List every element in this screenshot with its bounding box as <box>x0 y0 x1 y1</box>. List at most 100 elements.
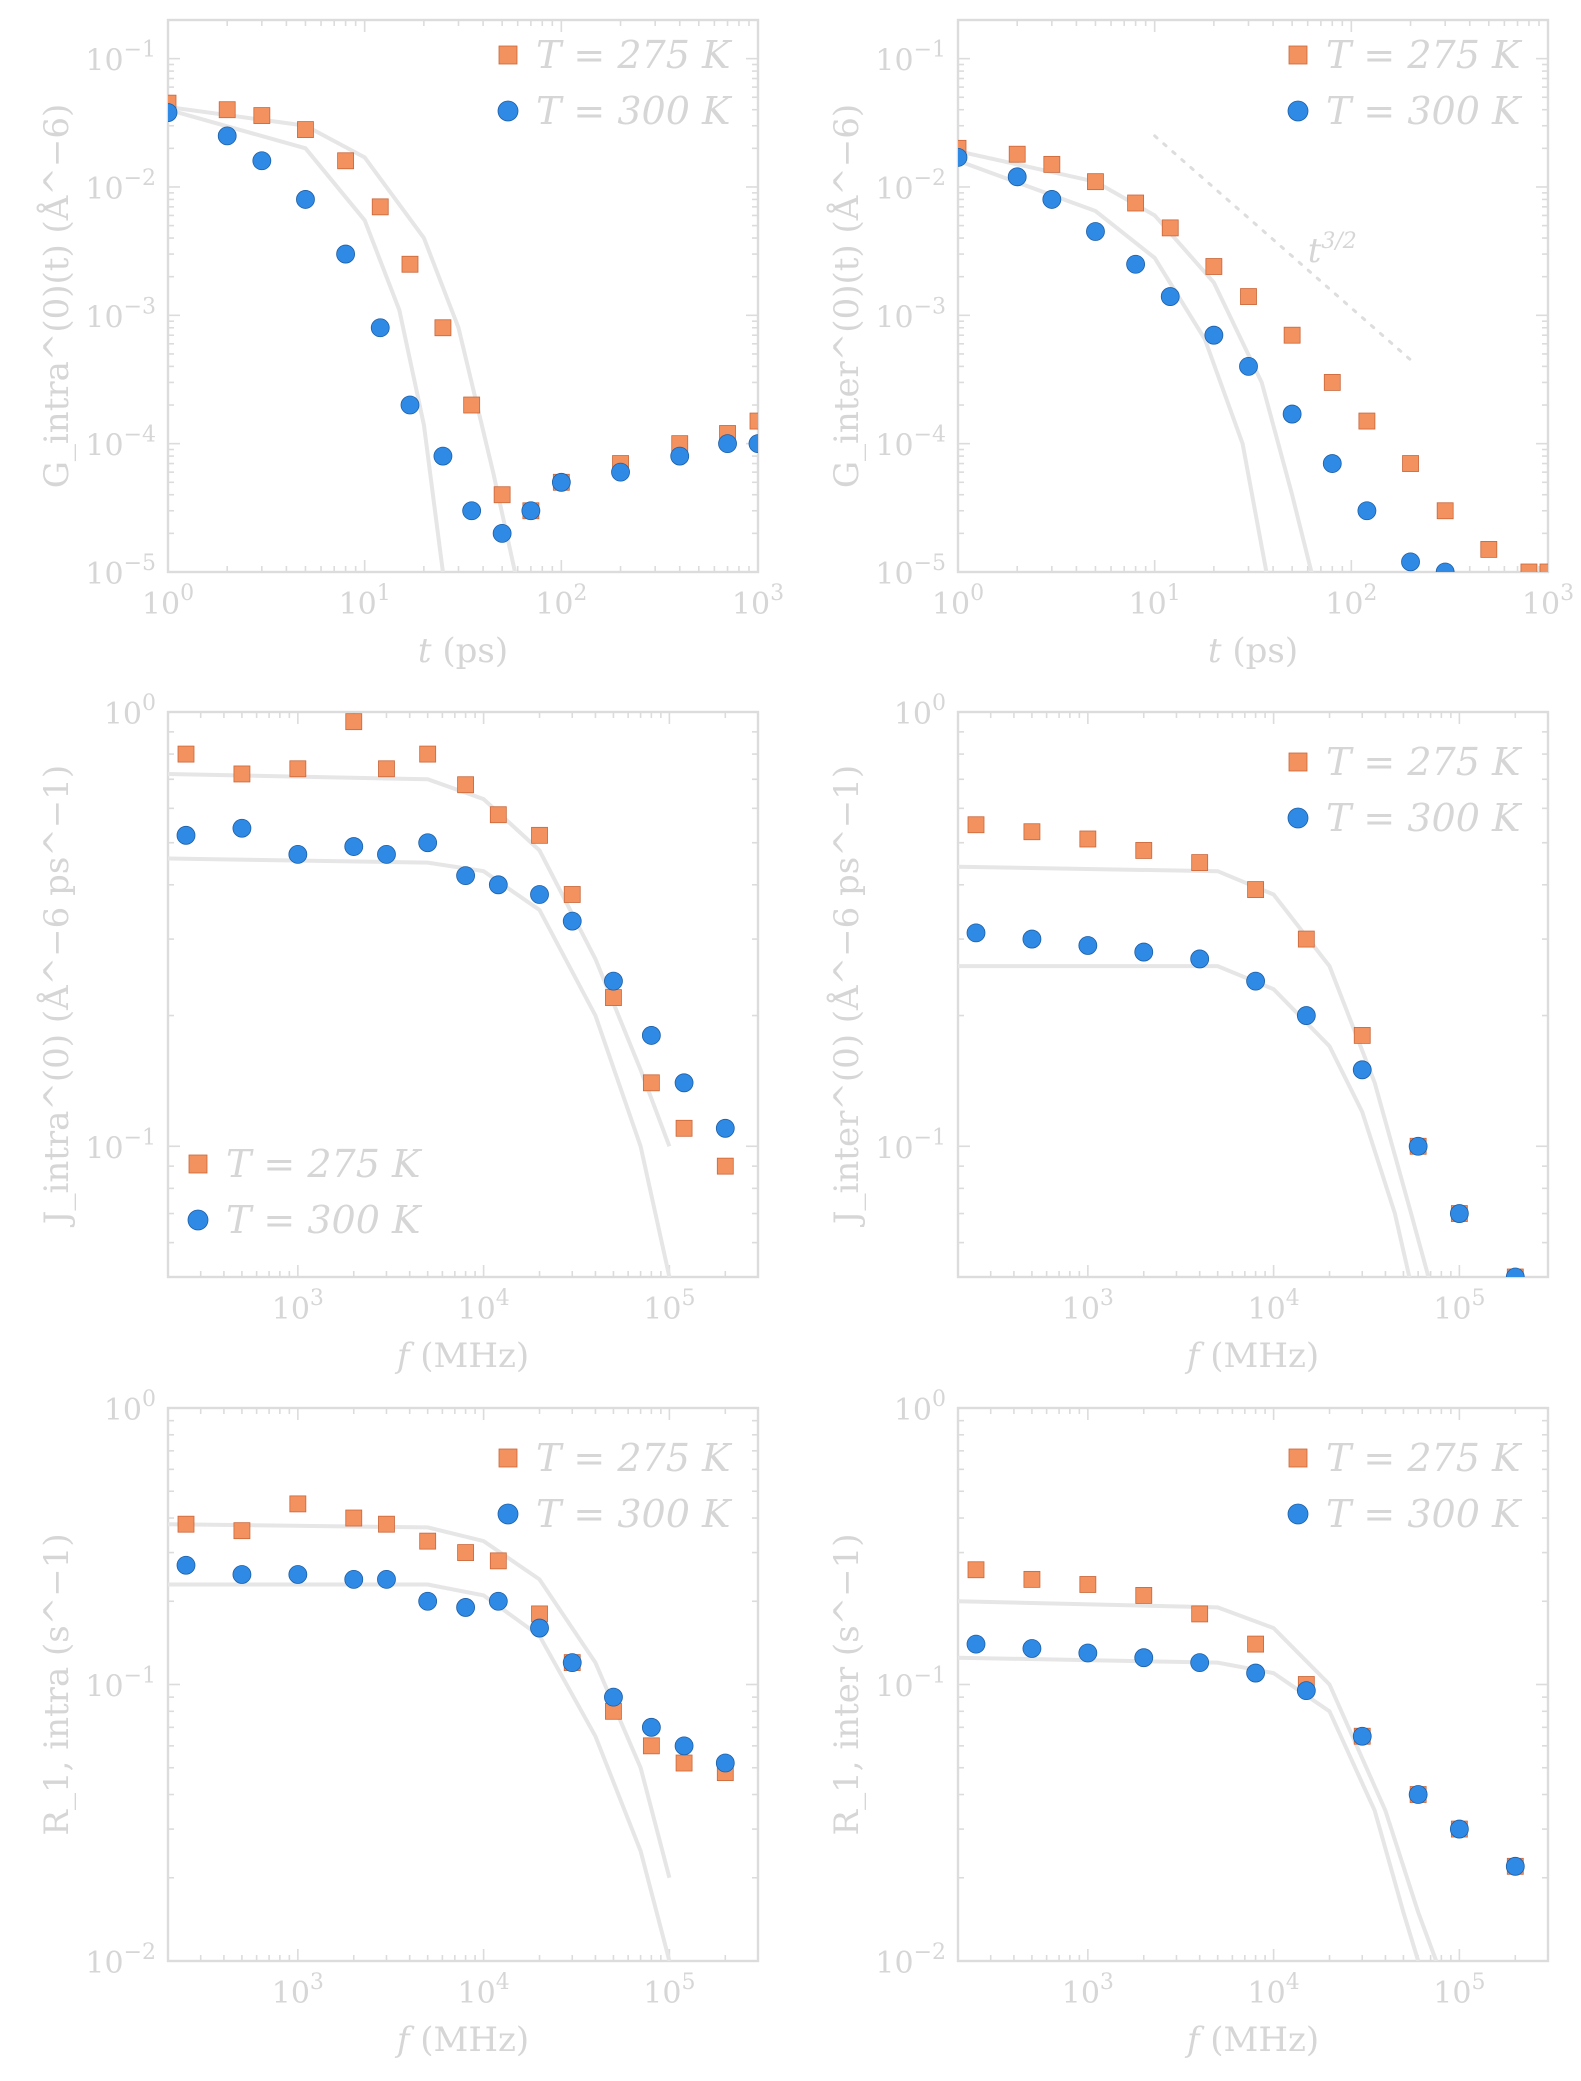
plot-area <box>168 713 735 1277</box>
data-point <box>344 837 364 856</box>
data-point <box>563 886 581 903</box>
data-point <box>1190 949 1210 969</box>
plot-frame <box>956 1406 1550 1963</box>
y-tick-label: 10−1 <box>85 1664 156 1705</box>
data-point <box>604 971 623 991</box>
y-tick-label: 10−2 <box>85 1940 156 1981</box>
data-point <box>456 1598 476 1617</box>
data-point <box>967 816 985 834</box>
plot-frame <box>166 18 760 574</box>
data-point <box>1283 326 1301 344</box>
y-tick-label: 10−4 <box>85 423 156 464</box>
legend-label: T = 300 K <box>1326 1492 1523 1536</box>
x-tick-label: 103 <box>272 1970 324 2011</box>
chart-panel-5: 103 104 105 10−2 10−1 100 f (MHz) R_1, intra (s… <box>37 1387 760 2060</box>
y-tick-label: 10−5 <box>875 551 946 592</box>
x-tick-label: 101 <box>339 581 391 622</box>
legend: T = 275 K T = 300 K <box>187 1142 423 1242</box>
annotation-label: t3/2 <box>1308 229 1357 271</box>
data-point <box>1126 254 1146 274</box>
legend-marker-circle <box>1287 100 1309 122</box>
data-point <box>1297 930 1315 948</box>
plot-area <box>958 1561 1525 1961</box>
y-tick-label: 100 <box>104 1387 156 1428</box>
data-point <box>1043 155 1061 173</box>
data-point <box>562 911 582 931</box>
reference-line <box>1153 134 1412 362</box>
legend-label: T = 275 K <box>226 1142 423 1186</box>
y-axis-label: R_1, inter (s^−1) <box>827 1533 867 1835</box>
data-point <box>966 1634 986 1654</box>
y-tick-label: 10−2 <box>85 166 156 207</box>
data-point <box>1352 1726 1372 1746</box>
data-point <box>530 885 549 904</box>
x-axis-label: f (MHz) <box>1184 1336 1319 1376</box>
data-point <box>1353 1027 1371 1044</box>
data-point <box>288 1565 308 1584</box>
chart-panel-6: 103 104 105 10−2 10−1 100 f (MHz) R_1, inter (s… <box>827 1387 1550 2060</box>
legend-label: T = 275 K <box>1326 740 1523 784</box>
data-point <box>377 1569 396 1589</box>
data-point <box>611 462 630 482</box>
legend: T = 275 K T = 300 K <box>1287 33 1523 133</box>
data-point <box>378 760 395 778</box>
legend-label: T = 275 K <box>1326 1436 1523 1480</box>
x-tick-label: 105 <box>1433 1970 1485 2011</box>
series-275K <box>958 139 1548 572</box>
series-275K <box>967 816 1524 1277</box>
data-point <box>1134 942 1154 962</box>
data-point <box>1007 167 1027 187</box>
chart-panel-2: 100 101 102 103 10−5 10−4 10−3 10−2 10−1 t (ps) G_… <box>826 18 1574 671</box>
y-tick-label: 10−1 <box>875 38 946 79</box>
series-275K <box>967 1561 1524 1875</box>
data-point <box>433 446 453 466</box>
data-point <box>488 1591 508 1611</box>
data-point <box>1539 563 1548 572</box>
data-point <box>716 1157 734 1175</box>
x-tick-label: 103 <box>1062 1286 1114 1327</box>
data-point <box>1408 1785 1428 1804</box>
data-point <box>378 1515 395 1533</box>
data-point <box>1204 325 1224 345</box>
x-tick-label: 102 <box>535 581 587 622</box>
data-point <box>463 396 481 414</box>
x-axis-label: f (MHz) <box>394 1336 529 1376</box>
data-point <box>958 139 967 157</box>
data-point <box>1480 541 1498 558</box>
data-point <box>1352 1060 1372 1080</box>
data-point <box>1023 1570 1041 1588</box>
legend-marker-circle <box>187 1209 209 1231</box>
data-point <box>1436 502 1454 520</box>
data-point <box>462 501 482 521</box>
data-point <box>967 1561 985 1579</box>
data-point <box>434 319 452 337</box>
y-tick-label: 10−3 <box>875 294 946 335</box>
data-point <box>1086 222 1105 241</box>
x-tick-label: 104 <box>458 1970 510 2011</box>
axis-ticks <box>957 1407 1549 1962</box>
data-point <box>715 1753 735 1773</box>
data-point <box>670 446 690 466</box>
data-point <box>233 1522 251 1540</box>
data-point <box>176 1555 196 1575</box>
plot-area <box>168 94 758 572</box>
data-point <box>958 148 968 167</box>
data-point <box>377 844 396 864</box>
data-point <box>492 523 512 543</box>
data-point <box>642 1074 660 1092</box>
data-point <box>493 486 511 504</box>
data-point <box>642 1737 660 1755</box>
data-point <box>252 151 272 171</box>
data-point <box>336 244 356 264</box>
data-point <box>1191 1605 1209 1623</box>
data-point <box>489 1552 507 1570</box>
y-axis-label: J_inter^(0) (Å^−6 ps^−1) <box>826 765 867 1227</box>
data-point <box>1322 454 1342 473</box>
legend-label: T = 300 K <box>536 89 733 133</box>
data-point <box>718 434 737 454</box>
legend: T = 275 K T = 300 K <box>1287 1436 1523 1536</box>
legend-label: T = 300 K <box>536 1492 733 1536</box>
x-tick-label: 100 <box>142 581 194 622</box>
x-tick-label: 105 <box>643 1970 695 2011</box>
